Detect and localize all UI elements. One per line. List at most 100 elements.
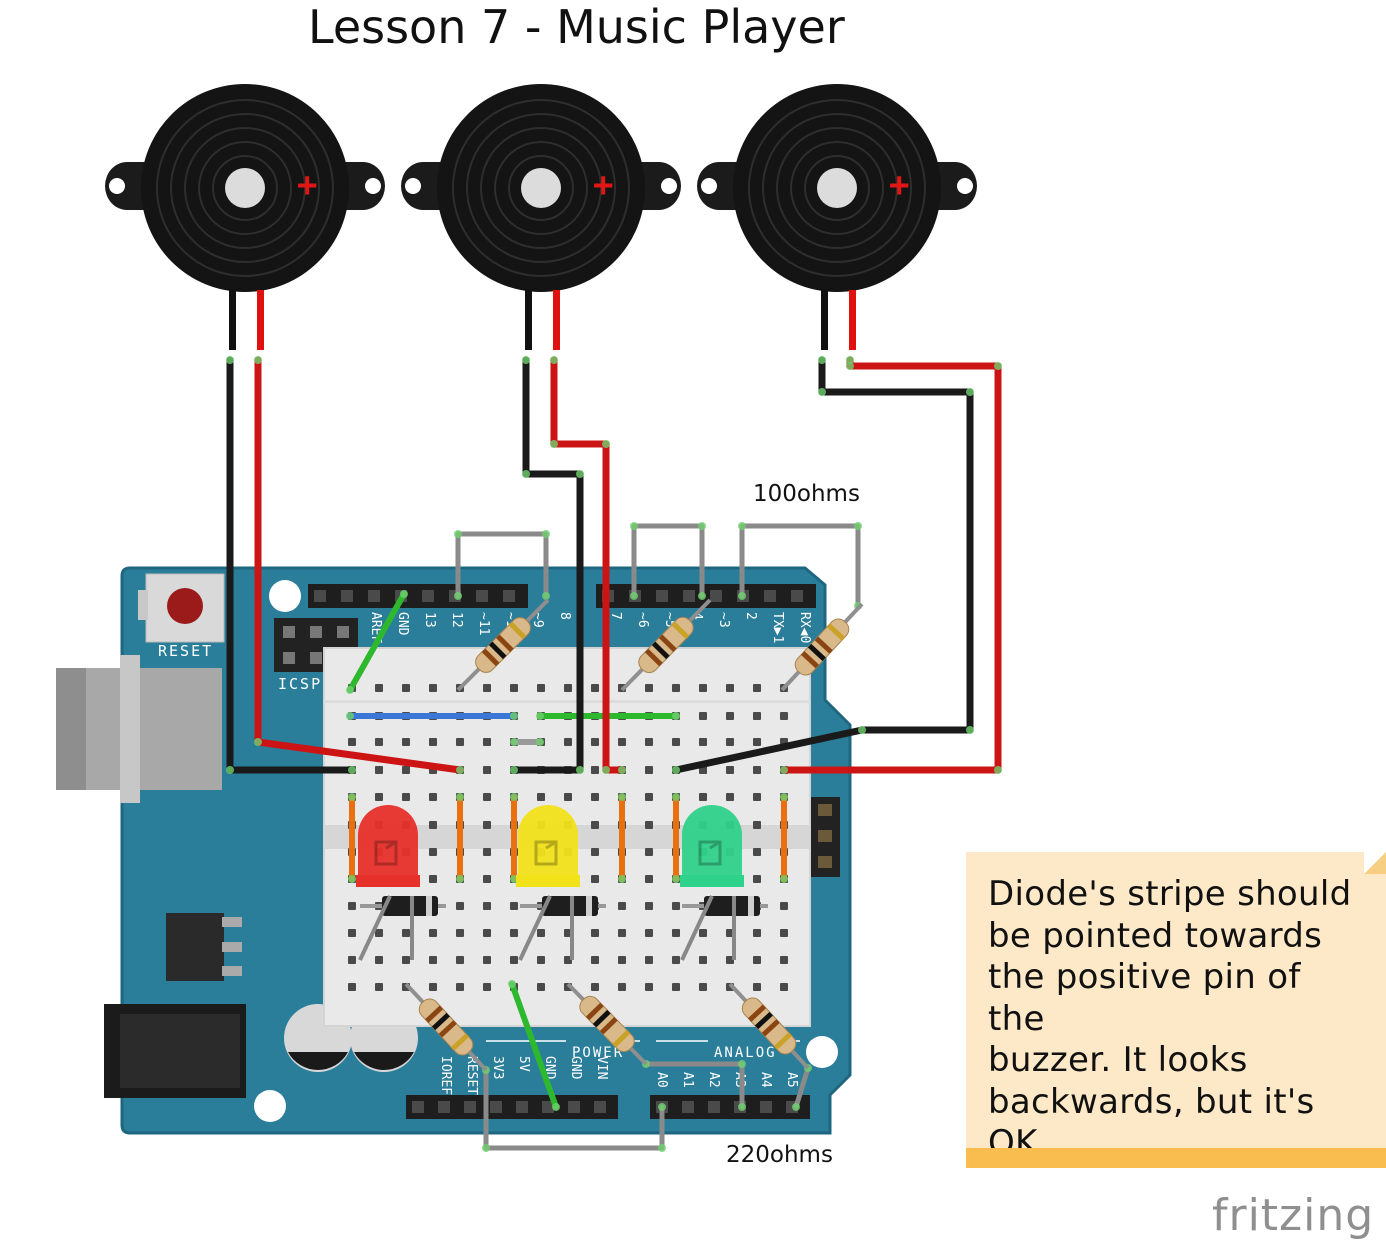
breadboard-hole bbox=[672, 684, 680, 692]
wire-end bbox=[550, 356, 558, 364]
resistor-band bbox=[599, 1017, 618, 1035]
pin-label: 2 bbox=[743, 612, 758, 620]
wire-end bbox=[738, 592, 746, 600]
breadboard-hole bbox=[780, 956, 788, 964]
diode-stripe bbox=[586, 896, 592, 916]
breadboard-hole bbox=[726, 684, 734, 692]
buzzer-ring bbox=[466, 113, 616, 263]
breadboard-hole bbox=[483, 821, 491, 829]
wire-end bbox=[454, 530, 462, 538]
power-header bbox=[406, 1095, 618, 1119]
pin-label: GND bbox=[395, 612, 410, 636]
breadboard-hole bbox=[780, 929, 788, 937]
note-line: be pointed towards bbox=[988, 915, 1323, 956]
breadboard-hole bbox=[591, 793, 599, 801]
breadboard-hole bbox=[618, 983, 626, 991]
breadboard-hole bbox=[645, 738, 653, 746]
resistor-band bbox=[826, 623, 845, 641]
breadboard-hole bbox=[753, 929, 761, 937]
wire-end bbox=[994, 766, 1002, 774]
buzzer-ring bbox=[776, 127, 898, 249]
breadboard-hole bbox=[618, 929, 626, 937]
pin-label: A0 bbox=[654, 1072, 669, 1088]
breadboard-hole bbox=[672, 956, 680, 964]
header-pin bbox=[760, 1101, 772, 1113]
breadboard-hole bbox=[672, 929, 680, 937]
breadboard-hole bbox=[537, 956, 545, 964]
buzzer-mount-hole bbox=[701, 178, 717, 194]
breadboard-hole bbox=[429, 929, 437, 937]
buzzer-ring bbox=[452, 99, 630, 277]
buzzer-ring bbox=[184, 127, 306, 249]
led-anvil bbox=[698, 840, 722, 866]
breadboard-hole bbox=[591, 983, 599, 991]
breadboard-hole bbox=[564, 793, 572, 801]
buzzer-red-lead bbox=[849, 290, 856, 350]
analog-header-label: ANALOG bbox=[714, 1045, 777, 1061]
breadboard-hole bbox=[645, 793, 653, 801]
breadboard-hole bbox=[402, 956, 410, 964]
wire-end bbox=[510, 712, 518, 720]
gray-wire-pin2 bbox=[739, 523, 861, 609]
breadboard-hole bbox=[645, 929, 653, 937]
breadboard-hole bbox=[726, 738, 734, 746]
buzzer-ring bbox=[212, 155, 278, 221]
side-header bbox=[810, 797, 840, 877]
breadboard-hole bbox=[645, 983, 653, 991]
pin-label: A1 bbox=[680, 1072, 695, 1088]
wire-end bbox=[254, 356, 262, 364]
breadboard-hole bbox=[375, 793, 383, 801]
pin-label: 12 bbox=[449, 612, 464, 628]
resistor-band bbox=[773, 1032, 792, 1050]
wire-end bbox=[536, 738, 544, 746]
buzzer-black-lead bbox=[229, 290, 236, 350]
wire-end bbox=[550, 440, 558, 448]
resistor-band bbox=[585, 1002, 604, 1021]
breadboard-hole bbox=[429, 848, 437, 856]
breadboard-hole bbox=[429, 793, 437, 801]
header-pin bbox=[594, 1101, 606, 1113]
breadboard-hole bbox=[726, 766, 734, 774]
header-pin bbox=[314, 590, 326, 602]
breadboard-hole bbox=[375, 738, 383, 746]
breadboard-hole bbox=[429, 956, 437, 964]
breadboard-hole bbox=[402, 929, 410, 937]
wire-end bbox=[510, 738, 518, 746]
resistor-top-1 bbox=[456, 598, 550, 692]
buzzer-black-lead bbox=[821, 290, 828, 350]
breadboard-hole bbox=[645, 956, 653, 964]
breadboard-hole bbox=[348, 983, 356, 991]
breadboard-hole bbox=[753, 766, 761, 774]
resistor-band bbox=[651, 641, 670, 660]
led-rim bbox=[516, 875, 580, 887]
led-rim bbox=[680, 875, 744, 887]
buzzer-mount-hole bbox=[365, 178, 381, 194]
buzzer-plus-sign: + bbox=[593, 165, 613, 205]
wire-end bbox=[602, 766, 610, 774]
note-fold bbox=[1364, 852, 1386, 874]
resistor-band bbox=[807, 643, 826, 662]
breadboard-hole bbox=[402, 766, 410, 774]
mount-hole bbox=[269, 580, 301, 612]
breadboard-hole bbox=[591, 875, 599, 883]
wire-end bbox=[846, 362, 854, 370]
header-pin bbox=[341, 590, 353, 602]
buzzer-mount-hole bbox=[957, 178, 973, 194]
resistor-band bbox=[481, 648, 500, 667]
wire-end bbox=[630, 522, 638, 530]
resistor-band bbox=[801, 651, 820, 669]
diode-1 bbox=[358, 895, 446, 961]
wire-end bbox=[818, 356, 826, 364]
resistor-band bbox=[438, 1020, 457, 1038]
resistor-band bbox=[644, 648, 663, 667]
buzzer-ring bbox=[790, 141, 884, 235]
gray-wire-a0 bbox=[483, 1067, 665, 1151]
buzzer-ring bbox=[494, 141, 588, 235]
breadboard-hole bbox=[483, 738, 491, 746]
wire-end bbox=[818, 388, 826, 396]
led-rim bbox=[356, 875, 420, 887]
breadboard-hole bbox=[780, 712, 788, 720]
wire-end bbox=[254, 738, 262, 746]
wire-end bbox=[618, 793, 626, 801]
bottom-resistor-value: 220ohms bbox=[726, 1142, 833, 1168]
